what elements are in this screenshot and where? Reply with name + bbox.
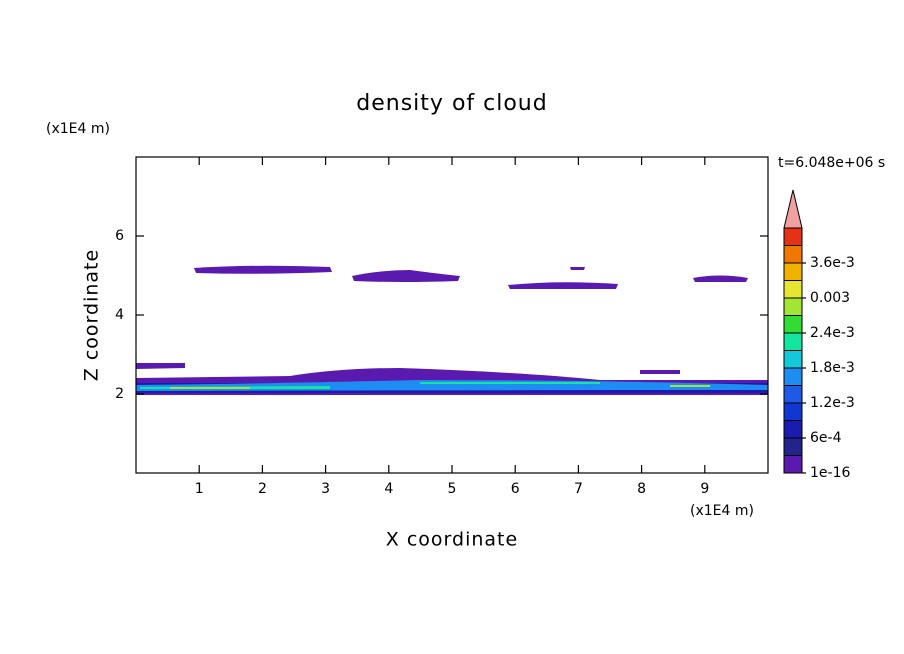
colorbar-label: 0.003 <box>810 290 850 306</box>
y-axis-label: Z coordinate <box>81 249 103 381</box>
x-tick-label: 3 <box>321 481 330 497</box>
colorbar-label: 3.6e-3 <box>810 255 855 271</box>
x-tick-label: 9 <box>700 481 709 497</box>
cloud-region <box>136 363 185 369</box>
colorbar-box <box>783 437 803 456</box>
colorbar-box <box>783 297 803 316</box>
colorbar-box <box>783 245 803 264</box>
x-tick-label: 8 <box>637 481 646 497</box>
colorbar-label: 1.8e-3 <box>810 360 855 376</box>
x-tick-label: 4 <box>384 481 393 497</box>
x-unit: (x1E4 m) <box>690 503 754 519</box>
x-tick-label: 7 <box>574 481 583 497</box>
colorbar-box <box>783 402 803 421</box>
colorbar-box <box>783 420 803 439</box>
colorbar-label: 1.2e-3 <box>810 395 855 411</box>
colorbar-box <box>783 227 803 246</box>
cloud-region <box>670 385 710 387</box>
colorbar-arrow <box>783 189 803 229</box>
colorbar-box <box>783 280 803 299</box>
contours <box>136 265 768 395</box>
colorbar-box <box>783 385 803 404</box>
colorbar-box <box>783 350 803 369</box>
cloud-region <box>194 265 332 274</box>
chart-title: density of cloud <box>356 91 547 116</box>
cloud-region <box>420 382 600 384</box>
x-tick-label: 5 <box>448 481 457 497</box>
x-tick-label: 1 <box>195 481 204 497</box>
time-label: t=6.048e+06 s <box>778 155 885 171</box>
x-tick-label: 2 <box>258 481 267 497</box>
cloud-region <box>640 370 680 374</box>
y-tick-label: 2 <box>115 386 124 402</box>
y-unit: (x1E4 m) <box>46 121 110 137</box>
cloud-region <box>693 275 748 282</box>
cloud-region <box>352 270 460 282</box>
y-tick-label: 4 <box>115 307 124 323</box>
colorbar-box <box>783 455 803 474</box>
colorbar-box <box>783 315 803 334</box>
colorbar-label: 2.4e-3 <box>810 325 855 341</box>
colorbar-box <box>783 262 803 281</box>
x-tick-label: 6 <box>511 481 520 497</box>
plot-frame <box>135 156 769 474</box>
colorbar-label: 6e-4 <box>810 430 842 446</box>
cloud-region <box>508 282 618 289</box>
colorbar-box <box>783 367 803 386</box>
y-tick-label: 6 <box>115 228 124 244</box>
cloud-region <box>570 267 585 270</box>
colorbar-label: 1e-16 <box>810 465 850 481</box>
cloud-region <box>170 387 250 389</box>
colorbar-box <box>783 332 803 351</box>
x-axis-label: X coordinate <box>386 529 518 551</box>
